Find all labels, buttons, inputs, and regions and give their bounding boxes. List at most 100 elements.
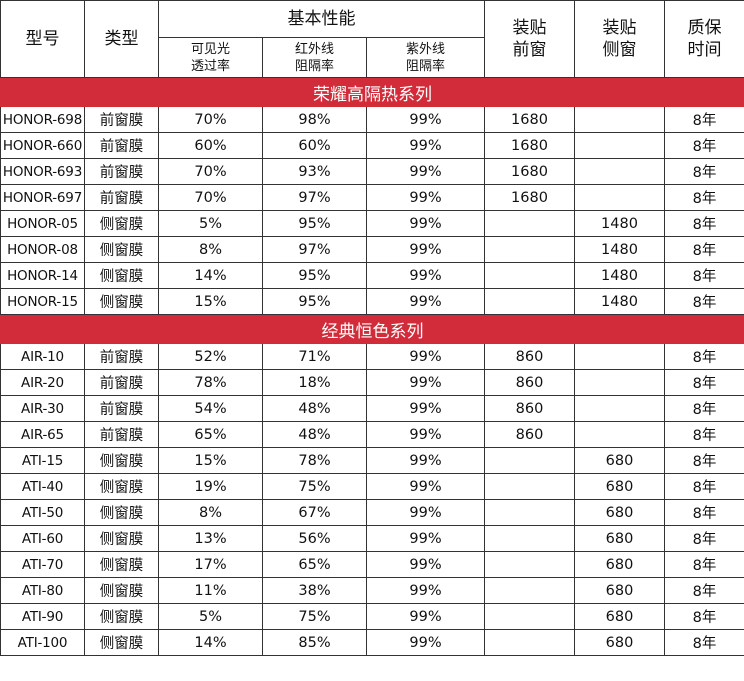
- cell-visible: 70%: [158, 106, 263, 133]
- cell-infrared: 95%: [262, 288, 367, 315]
- cell-visible: 8%: [158, 499, 263, 526]
- header-visible-line1: 可见光: [190, 41, 230, 57]
- cell-infrared: 75%: [262, 473, 367, 500]
- cell-model: HONOR-660: [0, 132, 85, 159]
- cell-visible: 5%: [158, 603, 263, 630]
- table-row: ATI-90 侧窗膜 5% 75% 99% 680 8年: [0, 603, 744, 630]
- table-row: AIR-20 前窗膜 78% 18% 99% 860 8年: [0, 369, 744, 396]
- cell-warranty: 8年: [664, 158, 744, 185]
- cell-infrared: 78%: [262, 447, 367, 474]
- cell-side: 680: [574, 577, 665, 604]
- table-row: HONOR-693 前窗膜 70% 93% 99% 1680 8年: [0, 158, 744, 185]
- cell-front: 860: [484, 369, 575, 396]
- table-row: AIR-30 前窗膜 54% 48% 99% 860 8年: [0, 395, 744, 422]
- cell-side: 1480: [574, 288, 665, 315]
- cell-visible: 14%: [158, 262, 263, 289]
- cell-uv: 99%: [366, 473, 485, 500]
- cell-warranty: 8年: [664, 369, 744, 396]
- cell-infrared: 67%: [262, 499, 367, 526]
- cell-uv: 99%: [366, 236, 485, 263]
- cell-warranty: 8年: [664, 236, 744, 263]
- cell-side: 1480: [574, 262, 665, 289]
- cell-uv: 99%: [366, 603, 485, 630]
- cell-side: [574, 369, 665, 396]
- section-title: 经典恒色系列: [0, 314, 744, 344]
- cell-warranty: 8年: [664, 525, 744, 552]
- cell-side: 680: [574, 447, 665, 474]
- cell-infrared: 97%: [262, 184, 367, 211]
- cell-uv: 99%: [366, 288, 485, 315]
- cell-visible: 60%: [158, 132, 263, 159]
- table-row: HONOR-697 前窗膜 70% 97% 99% 1680 8年: [0, 184, 744, 211]
- cell-visible: 17%: [158, 551, 263, 578]
- cell-warranty: 8年: [664, 421, 744, 448]
- cell-visible: 15%: [158, 288, 263, 315]
- cell-warranty: 8年: [664, 106, 744, 133]
- cell-model: HONOR-14: [0, 262, 85, 289]
- cell-infrared: 18%: [262, 369, 367, 396]
- header-side-line2: 侧窗: [602, 40, 637, 60]
- cell-warranty: 8年: [664, 262, 744, 289]
- cell-model: ATI-70: [0, 551, 85, 578]
- cell-uv: 99%: [366, 262, 485, 289]
- cell-visible: 52%: [158, 343, 263, 370]
- cell-uv: 99%: [366, 369, 485, 396]
- cell-type: 前窗膜: [84, 421, 159, 448]
- header-warranty: 质保 时间: [664, 0, 744, 78]
- cell-model: ATI-60: [0, 525, 85, 552]
- header-row-1: 型号 类型 基本性能 装贴 前窗 装贴 侧窗 质保 时间: [0, 0, 744, 78]
- cell-side: 1480: [574, 210, 665, 237]
- cell-infrared: 93%: [262, 158, 367, 185]
- table-row: ATI-15 侧窗膜 15% 78% 99% 680 8年: [0, 447, 744, 474]
- cell-uv: 99%: [366, 132, 485, 159]
- cell-front: 860: [484, 395, 575, 422]
- cell-visible: 70%: [158, 184, 263, 211]
- cell-side: [574, 106, 665, 133]
- cell-side: [574, 184, 665, 211]
- cell-infrared: 38%: [262, 577, 367, 604]
- cell-warranty: 8年: [664, 629, 744, 656]
- cell-type: 侧窗膜: [84, 473, 159, 500]
- table-row: AIR-65 前窗膜 65% 48% 99% 860 8年: [0, 421, 744, 448]
- header-visible: 可见光 透过率: [158, 37, 263, 78]
- header-performance: 基本性能: [158, 0, 485, 38]
- cell-warranty: 8年: [664, 577, 744, 604]
- table-body: 荣耀高隔热系列 HONOR-698 前窗膜 70% 98% 99% 1680 8年 HONOR-…: [0, 77, 744, 656]
- cell-side: [574, 158, 665, 185]
- cell-uv: 99%: [366, 210, 485, 237]
- cell-model: ATI-15: [0, 447, 85, 474]
- cell-uv: 99%: [366, 551, 485, 578]
- table-row: HONOR-660 前窗膜 60% 60% 99% 1680 8年: [0, 132, 744, 159]
- section-header-row: 荣耀高隔热系列: [0, 77, 744, 107]
- cell-model: AIR-65: [0, 421, 85, 448]
- header-model: 型号: [0, 0, 85, 78]
- cell-front: [484, 603, 575, 630]
- cell-type: 前窗膜: [84, 343, 159, 370]
- cell-type: 侧窗膜: [84, 603, 159, 630]
- cell-type: 侧窗膜: [84, 525, 159, 552]
- cell-front: [484, 210, 575, 237]
- header-uv-line2: 阻隔率: [405, 58, 445, 74]
- header-uv-line1: 紫外线: [405, 41, 445, 57]
- section-header-row: 经典恒色系列: [0, 314, 744, 344]
- cell-uv: 99%: [366, 395, 485, 422]
- header-front-line1: 装贴: [512, 18, 547, 38]
- cell-uv: 99%: [366, 447, 485, 474]
- cell-uv: 99%: [366, 343, 485, 370]
- cell-uv: 99%: [366, 158, 485, 185]
- cell-infrared: 85%: [262, 629, 367, 656]
- cell-visible: 54%: [158, 395, 263, 422]
- cell-type: 前窗膜: [84, 158, 159, 185]
- cell-side: 680: [574, 525, 665, 552]
- cell-warranty: 8年: [664, 288, 744, 315]
- cell-type: 侧窗膜: [84, 262, 159, 289]
- cell-warranty: 8年: [664, 395, 744, 422]
- section-title: 荣耀高隔热系列: [0, 77, 744, 107]
- cell-warranty: 8年: [664, 210, 744, 237]
- cell-uv: 99%: [366, 499, 485, 526]
- cell-front: [484, 288, 575, 315]
- cell-front: 1680: [484, 158, 575, 185]
- cell-side: [574, 421, 665, 448]
- cell-infrared: 95%: [262, 210, 367, 237]
- cell-uv: 99%: [366, 525, 485, 552]
